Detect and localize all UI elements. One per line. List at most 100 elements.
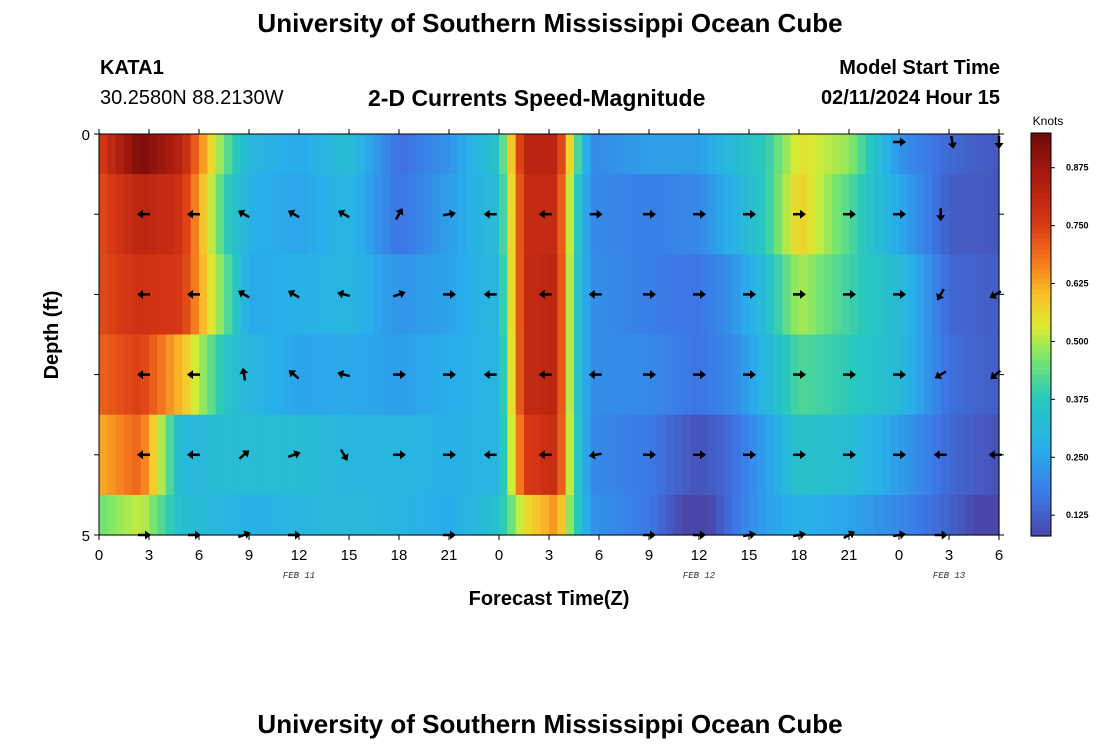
heatmap-cell <box>315 254 325 336</box>
heatmap-cell <box>157 134 167 175</box>
heatmap-cell <box>907 334 917 416</box>
heatmap-cell <box>832 174 842 255</box>
heatmap-cell <box>724 254 733 336</box>
heatmap-cell <box>265 134 275 175</box>
heatmap-cell <box>515 334 525 416</box>
colorbar-segment <box>1031 274 1051 280</box>
heatmap-cell <box>865 334 875 416</box>
arrow-head <box>588 450 596 460</box>
colorbar-segment <box>1031 354 1051 361</box>
heatmap-cell <box>765 134 775 175</box>
heatmap-cell <box>182 334 192 416</box>
colorbar-frame <box>1030 132 1052 537</box>
heatmap-cell <box>357 494 367 536</box>
arrow-head <box>700 370 706 380</box>
heatmap-cell <box>549 494 558 536</box>
current-arrow <box>793 370 806 380</box>
heatmap-cell <box>357 334 367 416</box>
heatmap-cell <box>149 174 158 255</box>
heatmap-cell <box>865 134 875 175</box>
heatmap-cell <box>357 174 367 255</box>
heatmap-cell <box>765 414 775 496</box>
heatmap-cell <box>615 334 625 416</box>
heatmap-cell <box>299 134 308 175</box>
heatmap-cell <box>257 414 267 496</box>
heatmap-cell <box>307 414 317 496</box>
colorbar-segment <box>1031 379 1051 386</box>
heatmap-cell <box>199 334 208 416</box>
heatmap-cell <box>599 334 608 416</box>
colorbar: 0.125 0.250 0.375 0.500 0.625 0.750 0.875 <box>1030 132 1089 537</box>
heatmap-cell <box>424 334 433 416</box>
heatmap-cell <box>682 334 692 416</box>
heatmap-cell <box>532 494 542 536</box>
heatmap-cell <box>374 334 383 416</box>
current-arrow <box>693 450 706 460</box>
heatmap-cell <box>107 414 117 496</box>
heatmap-cell <box>882 174 892 255</box>
heatmap-cell <box>807 254 817 336</box>
heatmap-cell <box>857 414 867 496</box>
heatmap-cell <box>340 494 350 536</box>
arrow-head <box>538 450 545 460</box>
heatmap-cell <box>882 494 892 536</box>
heatmap-cell <box>932 174 942 255</box>
arrow-head <box>538 289 545 299</box>
heatmap-cell <box>732 334 742 416</box>
heatmap-cell <box>390 494 400 536</box>
colorbar-segment <box>1031 319 1051 326</box>
current-arrow <box>337 369 351 379</box>
colorbar-segment <box>1031 143 1051 149</box>
heatmap-cell <box>632 174 642 255</box>
heatmap-cell <box>774 494 783 536</box>
heatmap-cell <box>115 494 125 536</box>
heatmap-cell <box>582 494 592 536</box>
colorbar-segment <box>1031 243 1051 250</box>
heatmap-cell <box>349 134 358 175</box>
heatmap-cell <box>715 494 725 536</box>
heatmap-cell <box>365 414 375 496</box>
heatmap-cell <box>757 494 767 536</box>
heatmap-cell <box>982 494 992 536</box>
heatmap-cell <box>957 414 967 496</box>
heatmap-cell <box>340 134 350 175</box>
heatmap-cell <box>557 334 567 416</box>
arrow-head <box>900 370 906 380</box>
heatmap-cell <box>474 134 483 175</box>
heatmap-cell <box>790 134 800 175</box>
heatmap-cell <box>115 174 125 255</box>
heatmap-cell <box>915 494 925 536</box>
heatmap-cell <box>832 254 842 336</box>
heatmap-cell <box>782 254 792 336</box>
heatmap-cell <box>815 414 825 496</box>
heatmap-cell <box>724 414 733 496</box>
heatmap-cell <box>332 494 342 536</box>
arrow-head <box>800 450 806 460</box>
heatmap-cell <box>815 134 825 175</box>
heatmap-cell <box>657 174 667 255</box>
heatmap-cell <box>365 134 375 175</box>
arrow-head <box>450 370 456 380</box>
heatmap-cell <box>907 254 917 336</box>
x-tick-label: 18 <box>791 547 808 564</box>
heatmap-cell <box>265 334 275 416</box>
heatmap-cell <box>599 174 608 255</box>
current-arrow <box>643 209 656 219</box>
heatmap-cell <box>599 254 608 336</box>
heatmap-cell <box>240 134 250 175</box>
arrow-head <box>337 369 345 379</box>
current-arrow <box>538 289 552 299</box>
heatmap-cell <box>499 334 508 416</box>
arrow-head <box>237 209 246 218</box>
heatmap-cell <box>990 494 1000 536</box>
arrow-head <box>400 450 406 460</box>
heatmap-cell <box>582 174 592 255</box>
colorbar-tick-label: 0.125 <box>1066 510 1089 520</box>
arrow-head <box>187 370 193 380</box>
arrow-head <box>933 450 940 460</box>
heatmap-cell <box>765 494 775 536</box>
arrow-head <box>395 208 404 216</box>
heatmap-cell <box>824 494 833 536</box>
colorbar-segment <box>1031 198 1051 205</box>
heatmap-cell <box>390 134 400 175</box>
